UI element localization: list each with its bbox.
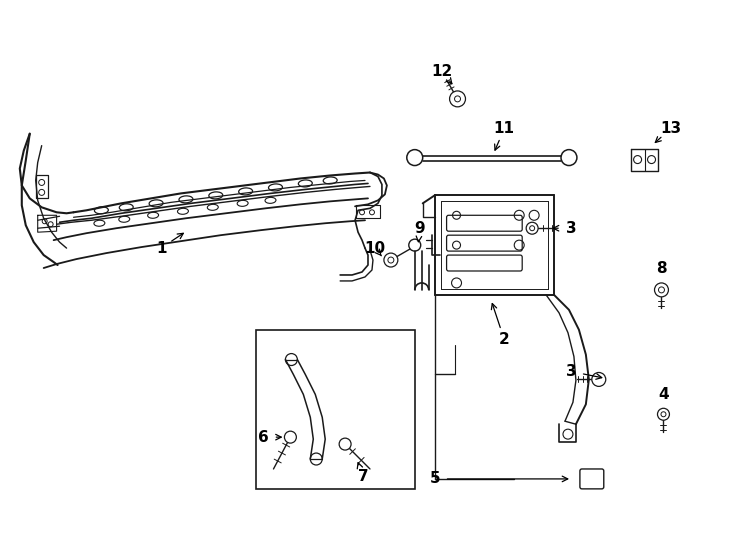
Circle shape (655, 283, 669, 297)
Circle shape (449, 91, 465, 107)
Text: 12: 12 (431, 64, 452, 78)
Text: 5: 5 (429, 471, 440, 487)
Circle shape (339, 438, 351, 450)
Text: 10: 10 (364, 241, 385, 255)
Bar (255, 330, 415, 489)
Text: 9: 9 (415, 221, 425, 236)
Circle shape (384, 253, 398, 267)
Text: 3: 3 (566, 364, 576, 379)
Text: 6: 6 (258, 430, 269, 444)
FancyBboxPatch shape (580, 469, 604, 489)
Text: 13: 13 (660, 122, 681, 136)
Circle shape (526, 222, 538, 234)
Text: 8: 8 (656, 260, 666, 275)
Text: 1: 1 (156, 241, 167, 255)
Text: 4: 4 (658, 387, 669, 402)
Text: 11: 11 (494, 122, 515, 136)
Text: 7: 7 (357, 469, 368, 484)
Text: 3: 3 (566, 221, 576, 236)
Circle shape (592, 373, 606, 387)
Text: 2: 2 (499, 332, 509, 347)
Circle shape (658, 408, 669, 420)
Circle shape (285, 431, 297, 443)
